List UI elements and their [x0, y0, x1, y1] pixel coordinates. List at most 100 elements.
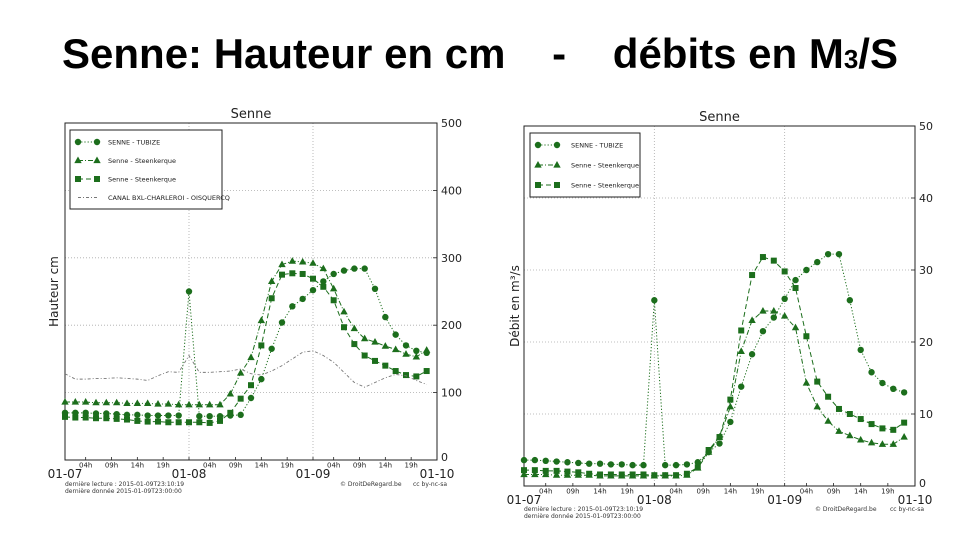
data-point	[564, 459, 571, 466]
series-2	[521, 254, 908, 479]
data-point	[361, 265, 368, 272]
data-point	[748, 351, 756, 358]
legend-marker	[94, 176, 100, 182]
data-point	[900, 389, 908, 396]
data-point	[320, 278, 327, 285]
slide-title: Senne: Hauteur en cm - débits en M3/S	[0, 30, 960, 78]
data-point	[683, 461, 691, 468]
data-point	[814, 258, 821, 266]
data-point	[867, 438, 876, 446]
footer-last-data: dernière donnée 2015-01-09T23:00:00	[65, 488, 182, 495]
data-point	[247, 394, 255, 402]
data-point	[144, 418, 151, 425]
data-point	[206, 412, 213, 420]
legend-label: SENNE - TUBIZE	[571, 142, 623, 150]
data-point	[672, 461, 680, 469]
data-point	[738, 327, 745, 334]
x-tick-label: 09h	[827, 488, 840, 496]
x-tick-label: 14h	[379, 462, 392, 470]
data-point	[661, 461, 669, 469]
data-point	[803, 333, 810, 340]
data-point	[351, 265, 358, 272]
data-point	[226, 389, 235, 397]
data-point	[607, 461, 615, 468]
x-tick-label: 04h	[669, 488, 682, 496]
data-point	[889, 440, 897, 447]
data-point	[206, 419, 213, 426]
plot-frame	[523, 125, 916, 487]
x-tick-label: 01-10	[420, 467, 455, 481]
data-point	[267, 277, 276, 284]
data-point	[412, 352, 421, 360]
data-point	[575, 469, 582, 476]
legend-entry: Senne - Steenkerque	[75, 176, 176, 184]
data-point	[553, 458, 560, 465]
data-point	[330, 270, 337, 278]
y-tick-label: 400	[441, 184, 462, 197]
data-point	[846, 411, 853, 417]
data-point	[382, 362, 389, 369]
data-point	[309, 286, 317, 294]
footer-credit: © DroitDeRegard.be	[815, 506, 877, 513]
data-point	[835, 405, 842, 412]
legend-entry: Senne - Steenkerque	[534, 161, 639, 170]
data-point	[258, 342, 265, 349]
data-point	[144, 412, 151, 419]
data-point	[521, 467, 527, 474]
data-point	[824, 250, 832, 258]
data-point	[802, 379, 811, 386]
data-point	[350, 324, 359, 332]
data-point	[835, 427, 843, 434]
data-point	[391, 345, 400, 353]
data-point	[143, 399, 152, 406]
data-point	[781, 268, 788, 275]
data-point	[227, 409, 234, 416]
data-point	[542, 467, 549, 474]
data-point	[403, 372, 409, 379]
data-point	[780, 312, 789, 319]
data-point	[81, 398, 90, 405]
x-tick-label: 01-07	[48, 467, 83, 481]
data-point	[310, 275, 316, 282]
data-point	[329, 284, 338, 292]
data-point	[413, 373, 420, 380]
data-point	[298, 257, 307, 265]
data-point	[597, 471, 604, 478]
series-1	[61, 257, 431, 408]
x-tick-label: 01-09	[296, 467, 331, 481]
data-point	[520, 470, 528, 478]
data-point	[422, 346, 431, 353]
y-tick-label: 50	[919, 120, 933, 133]
x-tick-label: 04h	[800, 488, 813, 496]
slide-title-subscript: 3	[843, 44, 859, 74]
data-point	[165, 412, 172, 419]
legend-marker	[74, 156, 82, 164]
data-point	[716, 440, 723, 447]
data-point	[423, 368, 430, 375]
data-point	[640, 461, 647, 469]
data-point	[268, 345, 275, 352]
data-point	[716, 434, 723, 441]
data-point	[360, 334, 369, 342]
x-tick-label: 14h	[255, 462, 268, 470]
data-point	[247, 353, 255, 361]
data-point	[727, 418, 734, 426]
data-point	[278, 260, 286, 268]
data-point	[340, 267, 348, 274]
data-point	[237, 395, 244, 402]
data-point	[759, 254, 766, 261]
data-point	[705, 447, 712, 453]
x-tick-label: 04h	[327, 462, 340, 470]
legend: SENNE - TUBIZE Senne - Steenkerque Senne -…	[529, 132, 641, 198]
x-tick-label: 04h	[203, 462, 216, 470]
series-line	[64, 350, 427, 388]
data-point	[856, 435, 865, 443]
data-point	[341, 324, 347, 331]
footer-license: cc by-nc-sa	[890, 506, 924, 513]
data-point	[402, 350, 410, 357]
chart-title: Senne	[231, 107, 272, 122]
data-point	[835, 250, 843, 258]
data-point	[288, 257, 297, 264]
